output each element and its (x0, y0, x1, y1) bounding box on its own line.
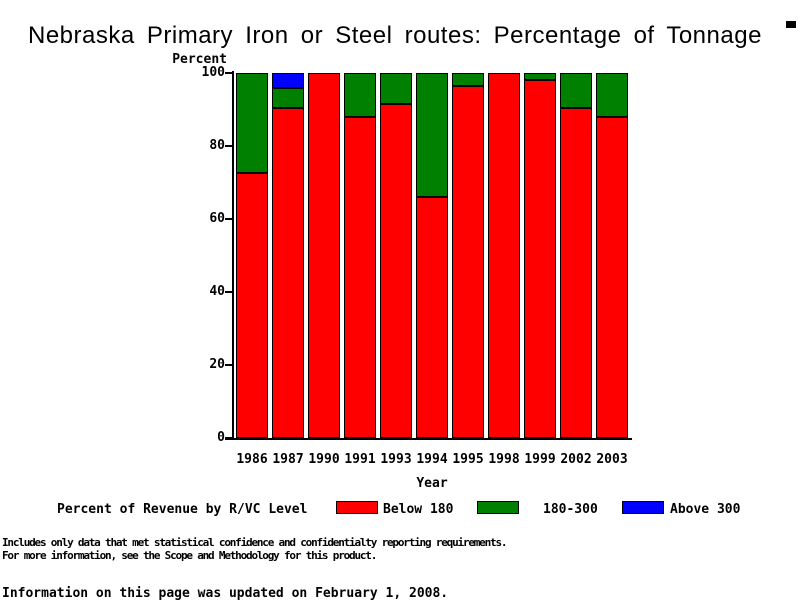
x-tick-label-1998: 1998 (488, 452, 520, 467)
x-tick-label-1990: 1990 (308, 452, 340, 467)
bar-1987-segment-below-180 (272, 107, 304, 438)
bar-2002 (560, 73, 592, 438)
y-tick-label-80: 80 (209, 138, 225, 153)
x-tick-label-1987: 1987 (272, 452, 304, 467)
footnote-line-2: For more information, see the Scope and … (2, 549, 377, 562)
y-tick-label-40: 40 (209, 284, 225, 299)
bar-2002-segment-below-180 (560, 107, 592, 438)
bar-1987-segment-above-300 (272, 73, 304, 88)
bar-1998 (488, 73, 520, 438)
bar-1991 (344, 73, 376, 438)
x-tick-label-1999: 1999 (524, 452, 556, 467)
bar-1991-segment-below-180 (344, 116, 376, 438)
bar-1991-segment-180-300 (344, 73, 376, 117)
y-tick-label-100: 100 (201, 65, 225, 80)
y-axis-title: Percent (172, 52, 227, 67)
legend-swatch-below-180 (336, 501, 378, 514)
y-axis-line (232, 71, 234, 439)
bar-1993-segment-180-300 (380, 73, 412, 105)
legend-label-below-180: Below 180 (383, 502, 454, 517)
legend-swatch-above-300 (622, 501, 664, 514)
x-tick-label-1994: 1994 (416, 452, 448, 467)
bar-1999-segment-below-180 (524, 80, 556, 438)
footnote-line-1: Includes only data that met statistical … (2, 536, 508, 549)
bar-1990-segment-below-180 (308, 73, 340, 438)
bar-1994-segment-below-180 (416, 197, 448, 438)
bar-2003-segment-180-300 (596, 73, 628, 117)
bar-1986-segment-180-300 (236, 73, 268, 174)
x-tick-label-1993: 1993 (380, 452, 412, 467)
bar-1987-segment-180-300 (272, 87, 304, 108)
y-tick-label-20: 20 (209, 357, 225, 372)
y-tick-40 (225, 291, 233, 293)
bar-1998-segment-below-180 (488, 73, 520, 438)
bar-1995 (452, 73, 484, 438)
y-tick-label-0: 0 (217, 430, 225, 445)
legend-label-above-300: Above 300 (670, 502, 741, 517)
y-tick-0 (225, 437, 233, 439)
bar-1994-segment-180-300 (416, 73, 448, 198)
x-axis-title: Year (416, 476, 448, 491)
legend-swatch-180-300 (477, 501, 519, 514)
x-tick-label-2002: 2002 (560, 452, 592, 467)
bar-1999 (524, 73, 556, 438)
bar-2003-segment-below-180 (596, 116, 628, 438)
x-tick-label-1986: 1986 (236, 452, 268, 467)
bar-1994 (416, 73, 448, 438)
bar-1993 (380, 73, 412, 438)
chart-title: Nebraska Primary Iron or Steel routes: P… (28, 22, 762, 50)
x-tick-label-1991: 1991 (344, 452, 376, 467)
corner-mark (786, 21, 796, 28)
bar-1987 (272, 73, 304, 438)
bar-2002-segment-180-300 (560, 73, 592, 108)
footnote: Includes only data that met statistical … (2, 536, 508, 562)
legend: Percent of Revenue by R/VC Level Below 1… (0, 500, 800, 518)
bar-1986 (236, 73, 268, 438)
y-tick-80 (225, 145, 233, 147)
legend-label-180-300: 180-300 (543, 502, 598, 517)
bar-1999-segment-180-300 (524, 73, 556, 81)
bar-1995-segment-below-180 (452, 85, 484, 438)
y-tick-20 (225, 364, 233, 366)
x-axis-line (225, 438, 632, 440)
x-tick-label-2003: 2003 (596, 452, 628, 467)
y-tick-label-60: 60 (209, 211, 225, 226)
bar-1995-segment-180-300 (452, 73, 484, 86)
plot-area (234, 73, 630, 438)
bar-1990 (308, 73, 340, 438)
x-tick-label-1995: 1995 (452, 452, 484, 467)
updated-note: Information on this page was updated on … (2, 586, 449, 601)
y-tick-60 (225, 218, 233, 220)
legend-title: Percent of Revenue by R/VC Level (57, 502, 308, 517)
y-tick-100 (225, 72, 233, 74)
bar-2003 (596, 73, 628, 438)
bar-1993-segment-below-180 (380, 104, 412, 438)
bar-1986-segment-below-180 (236, 173, 268, 438)
